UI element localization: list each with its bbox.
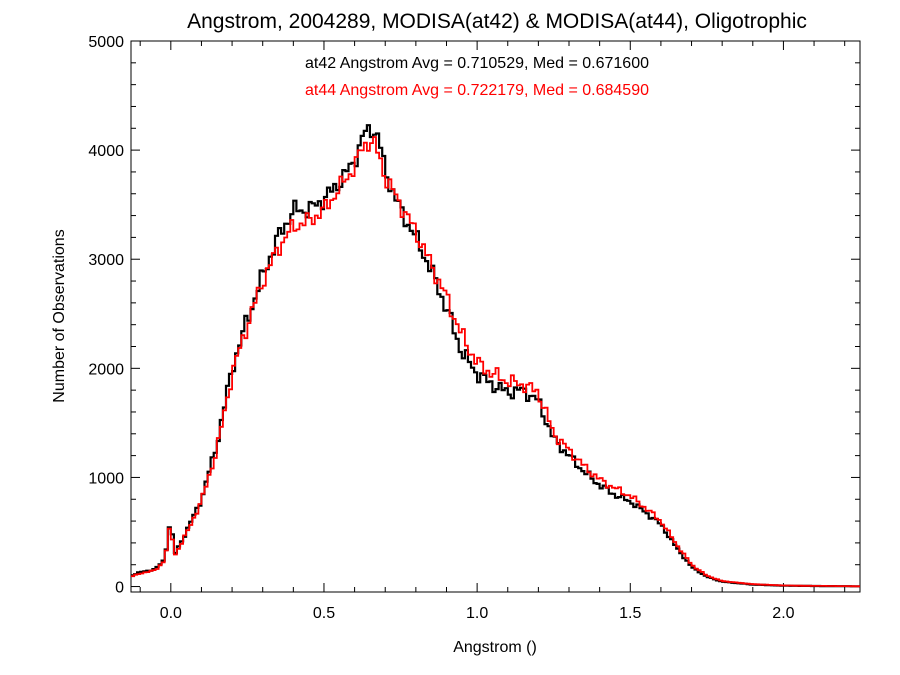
plot-frame (130, 40, 861, 593)
y-tick-label: 4000 (88, 143, 124, 160)
series-layer (131, 124, 860, 588)
x-tick-label: 1.5 (619, 605, 641, 622)
series-line-at42 (131, 124, 860, 588)
x-axis-label: Angstrom () (453, 639, 537, 656)
x-tick-label: 0.5 (313, 605, 335, 622)
y-axis-label: Number of Observations (51, 229, 68, 402)
x-tick-label: 1.0 (466, 605, 488, 622)
y-tick-label: 3000 (88, 252, 124, 269)
annotation-at44: at44 Angstrom Avg = 0.722179, Med = 0.68… (305, 82, 649, 99)
y-tick-label: 0 (115, 580, 124, 597)
x-axis: 0.0 0.5 1.0 1.5 2.0 (139, 41, 846, 622)
x-tick-label: 0.0 (160, 605, 182, 622)
y-tick-label: 1000 (88, 470, 124, 487)
x-tick-label: 2.0 (772, 605, 794, 622)
y-axis: 0 1000 2000 3000 4000 5000 (88, 34, 860, 597)
y-tick-label: 2000 (88, 361, 124, 378)
y-tick-label: 5000 (88, 34, 124, 51)
annotation-at42: at42 Angstrom Avg = 0.710529, Med = 0.67… (305, 55, 649, 72)
chart-title: Angstrom, 2004289, MODISA(at42) & MODISA… (187, 10, 807, 33)
series-line-at44 (131, 136, 860, 588)
